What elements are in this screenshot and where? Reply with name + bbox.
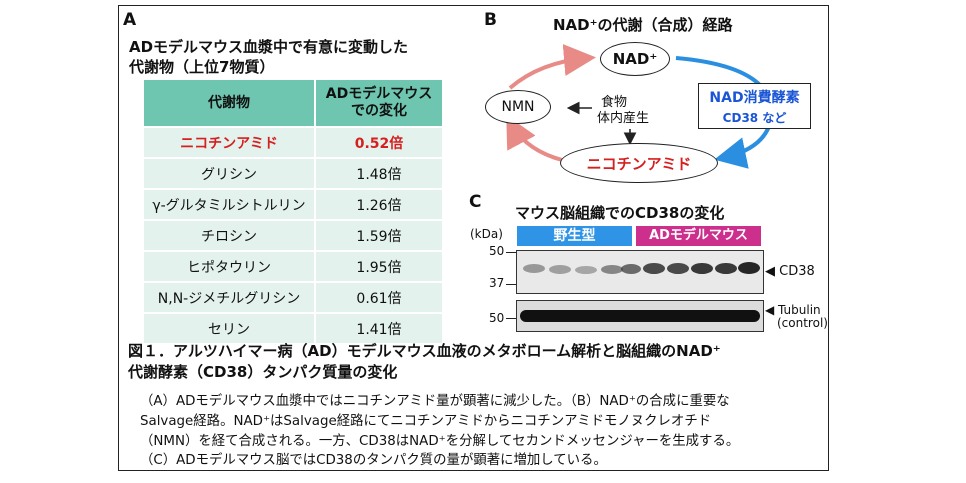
figure-frame — [118, 5, 829, 471]
nicotinamide-label: ニコチンアミド — [586, 154, 692, 173]
marker-tick — [506, 252, 516, 253]
marker-tick — [506, 284, 516, 285]
marker-tick — [506, 318, 516, 319]
caption-title-line2: 代謝酵素（CD38）タンパク質量の変化 — [128, 363, 398, 381]
nicotinamide-node: ニコチンアミド — [560, 143, 718, 183]
panel-a-title-line1: ADモデルマウス血漿中で有意に変動した — [129, 38, 409, 56]
panel-b-title: NAD⁺の代謝（合成）経路 — [553, 16, 733, 34]
tubulin-blot — [516, 300, 764, 332]
fold-change: 0.61倍 — [314, 281, 442, 312]
metabolite-name: セリン — [144, 312, 314, 343]
header-change: ADモデルマウス での変化 — [314, 80, 442, 126]
metabolite-name: N,N-ジメチルグリシン — [144, 281, 314, 312]
header-metabolite: 代謝物 — [144, 80, 314, 126]
nad-label: NAD⁺ — [612, 50, 658, 68]
tubulin-label-line1: ◀ Tubulin — [765, 303, 821, 317]
marker-50-top: 50 — [489, 244, 505, 258]
wild-type-group-label: 野生型 — [517, 226, 632, 246]
table-row: N,N-ジメチルグリシン 0.61倍 — [144, 281, 442, 312]
cd38-band — [691, 263, 713, 274]
cd38-band — [715, 263, 737, 274]
food-line2: 体内産生 — [597, 111, 650, 126]
enzyme-line2: CD38 など — [722, 111, 787, 125]
nmn-node: NMN — [485, 90, 551, 124]
table-row: グリシン 1.48倍 — [144, 157, 442, 188]
metabolite-name: チロシン — [144, 219, 314, 250]
caption-title-line1: 図１．アルツハイマー病（AD）モデルマウス血液のメタボローム解析と脳組織のNAD… — [128, 342, 721, 360]
fold-change: 1.26倍 — [314, 188, 442, 219]
cd38-band — [549, 265, 571, 274]
metabolite-name: ニコチンアミド — [144, 126, 314, 157]
ad-group-label: ADモデルマウス — [636, 226, 761, 246]
fold-change: 1.95倍 — [314, 250, 442, 281]
panel-a-letter: A — [123, 10, 137, 30]
table-row: ヒポタウリン 1.95倍 — [144, 250, 442, 281]
food-line1: 食物 — [601, 95, 628, 110]
cd38-band — [523, 264, 545, 273]
table-row: チロシン 1.59倍 — [144, 219, 442, 250]
header-change-line1: ADモデルマウス — [325, 86, 433, 102]
tubulin-band — [520, 310, 760, 322]
food-label: 食物 体内産生 — [597, 95, 649, 127]
panel-b-letter: B — [484, 10, 497, 30]
fold-change: 1.48倍 — [314, 157, 442, 188]
table-row: γ-グルタミルシトルリン 1.26倍 — [144, 188, 442, 219]
metabolite-name: ヒポタウリン — [144, 250, 314, 281]
arrow-nicotinamide-to-nmn — [506, 114, 563, 162]
table-row: ニコチンアミド 0.52倍 — [144, 126, 442, 157]
kda-label: (kDa) — [470, 227, 503, 241]
enzyme-line1: NAD消費酵素 — [709, 90, 800, 106]
marker-37: 37 — [489, 276, 505, 290]
metabolite-name: グリシン — [144, 157, 314, 188]
metabolite-name: γ-グルタミルシトルリン — [144, 188, 314, 219]
fold-change: 0.52倍 — [314, 126, 442, 157]
nmn-label: NMN — [501, 99, 535, 115]
fold-change: 1.59倍 — [314, 219, 442, 250]
cd38-band — [643, 263, 665, 274]
cd38-label: ◀ CD38 — [765, 264, 815, 279]
caption-body-line2: Salvage経路。NAD⁺はSalvage経路にてニコチンアミドからニコチンア… — [140, 414, 712, 429]
cd38-band — [575, 266, 597, 274]
panel-c-letter: C — [469, 192, 482, 212]
cd38-blot — [516, 250, 764, 294]
marker-50-bottom: 50 — [489, 311, 505, 325]
caption-body-line3: （NMN）を経て合成される。一方、CD38はNAD⁺を分解してセカンドメッセンジ… — [140, 434, 740, 449]
fold-change: 1.41倍 — [314, 312, 442, 343]
arrow-nmn-to-nad — [508, 44, 596, 90]
panel-a-title-line2: 代謝物（上位7物質） — [129, 58, 275, 76]
enzyme-box: NAD消費酵素 CD38 など — [698, 83, 811, 129]
metabolite-table: 代謝物 ADモデルマウス での変化 ニコチンアミド 0.52倍 グリシン 1.4… — [144, 80, 442, 343]
tubulin-label-line2: (control) — [777, 316, 828, 330]
table-row: セリン 1.41倍 — [144, 312, 442, 343]
cd38-band — [621, 264, 641, 274]
tubulin-label: ◀ Tubulin (control) — [765, 304, 828, 330]
caption-body-line4: （C）ADモデルマウス脳ではCD38のタンパク質の量が顕著に増加している。 — [140, 453, 607, 468]
nad-node: NAD⁺ — [600, 42, 670, 76]
cd38-band — [667, 263, 689, 274]
cd38-band — [601, 265, 623, 274]
panel-c-title: マウス脳組織でのCD38の変化 — [515, 204, 725, 222]
header-change-line2: での変化 — [351, 103, 407, 119]
cd38-band — [738, 262, 760, 274]
caption-body-line1: （A）ADモデルマウス血漿中ではニコチンアミド量が顕著に減少した。（B）NAD⁺… — [140, 394, 730, 409]
